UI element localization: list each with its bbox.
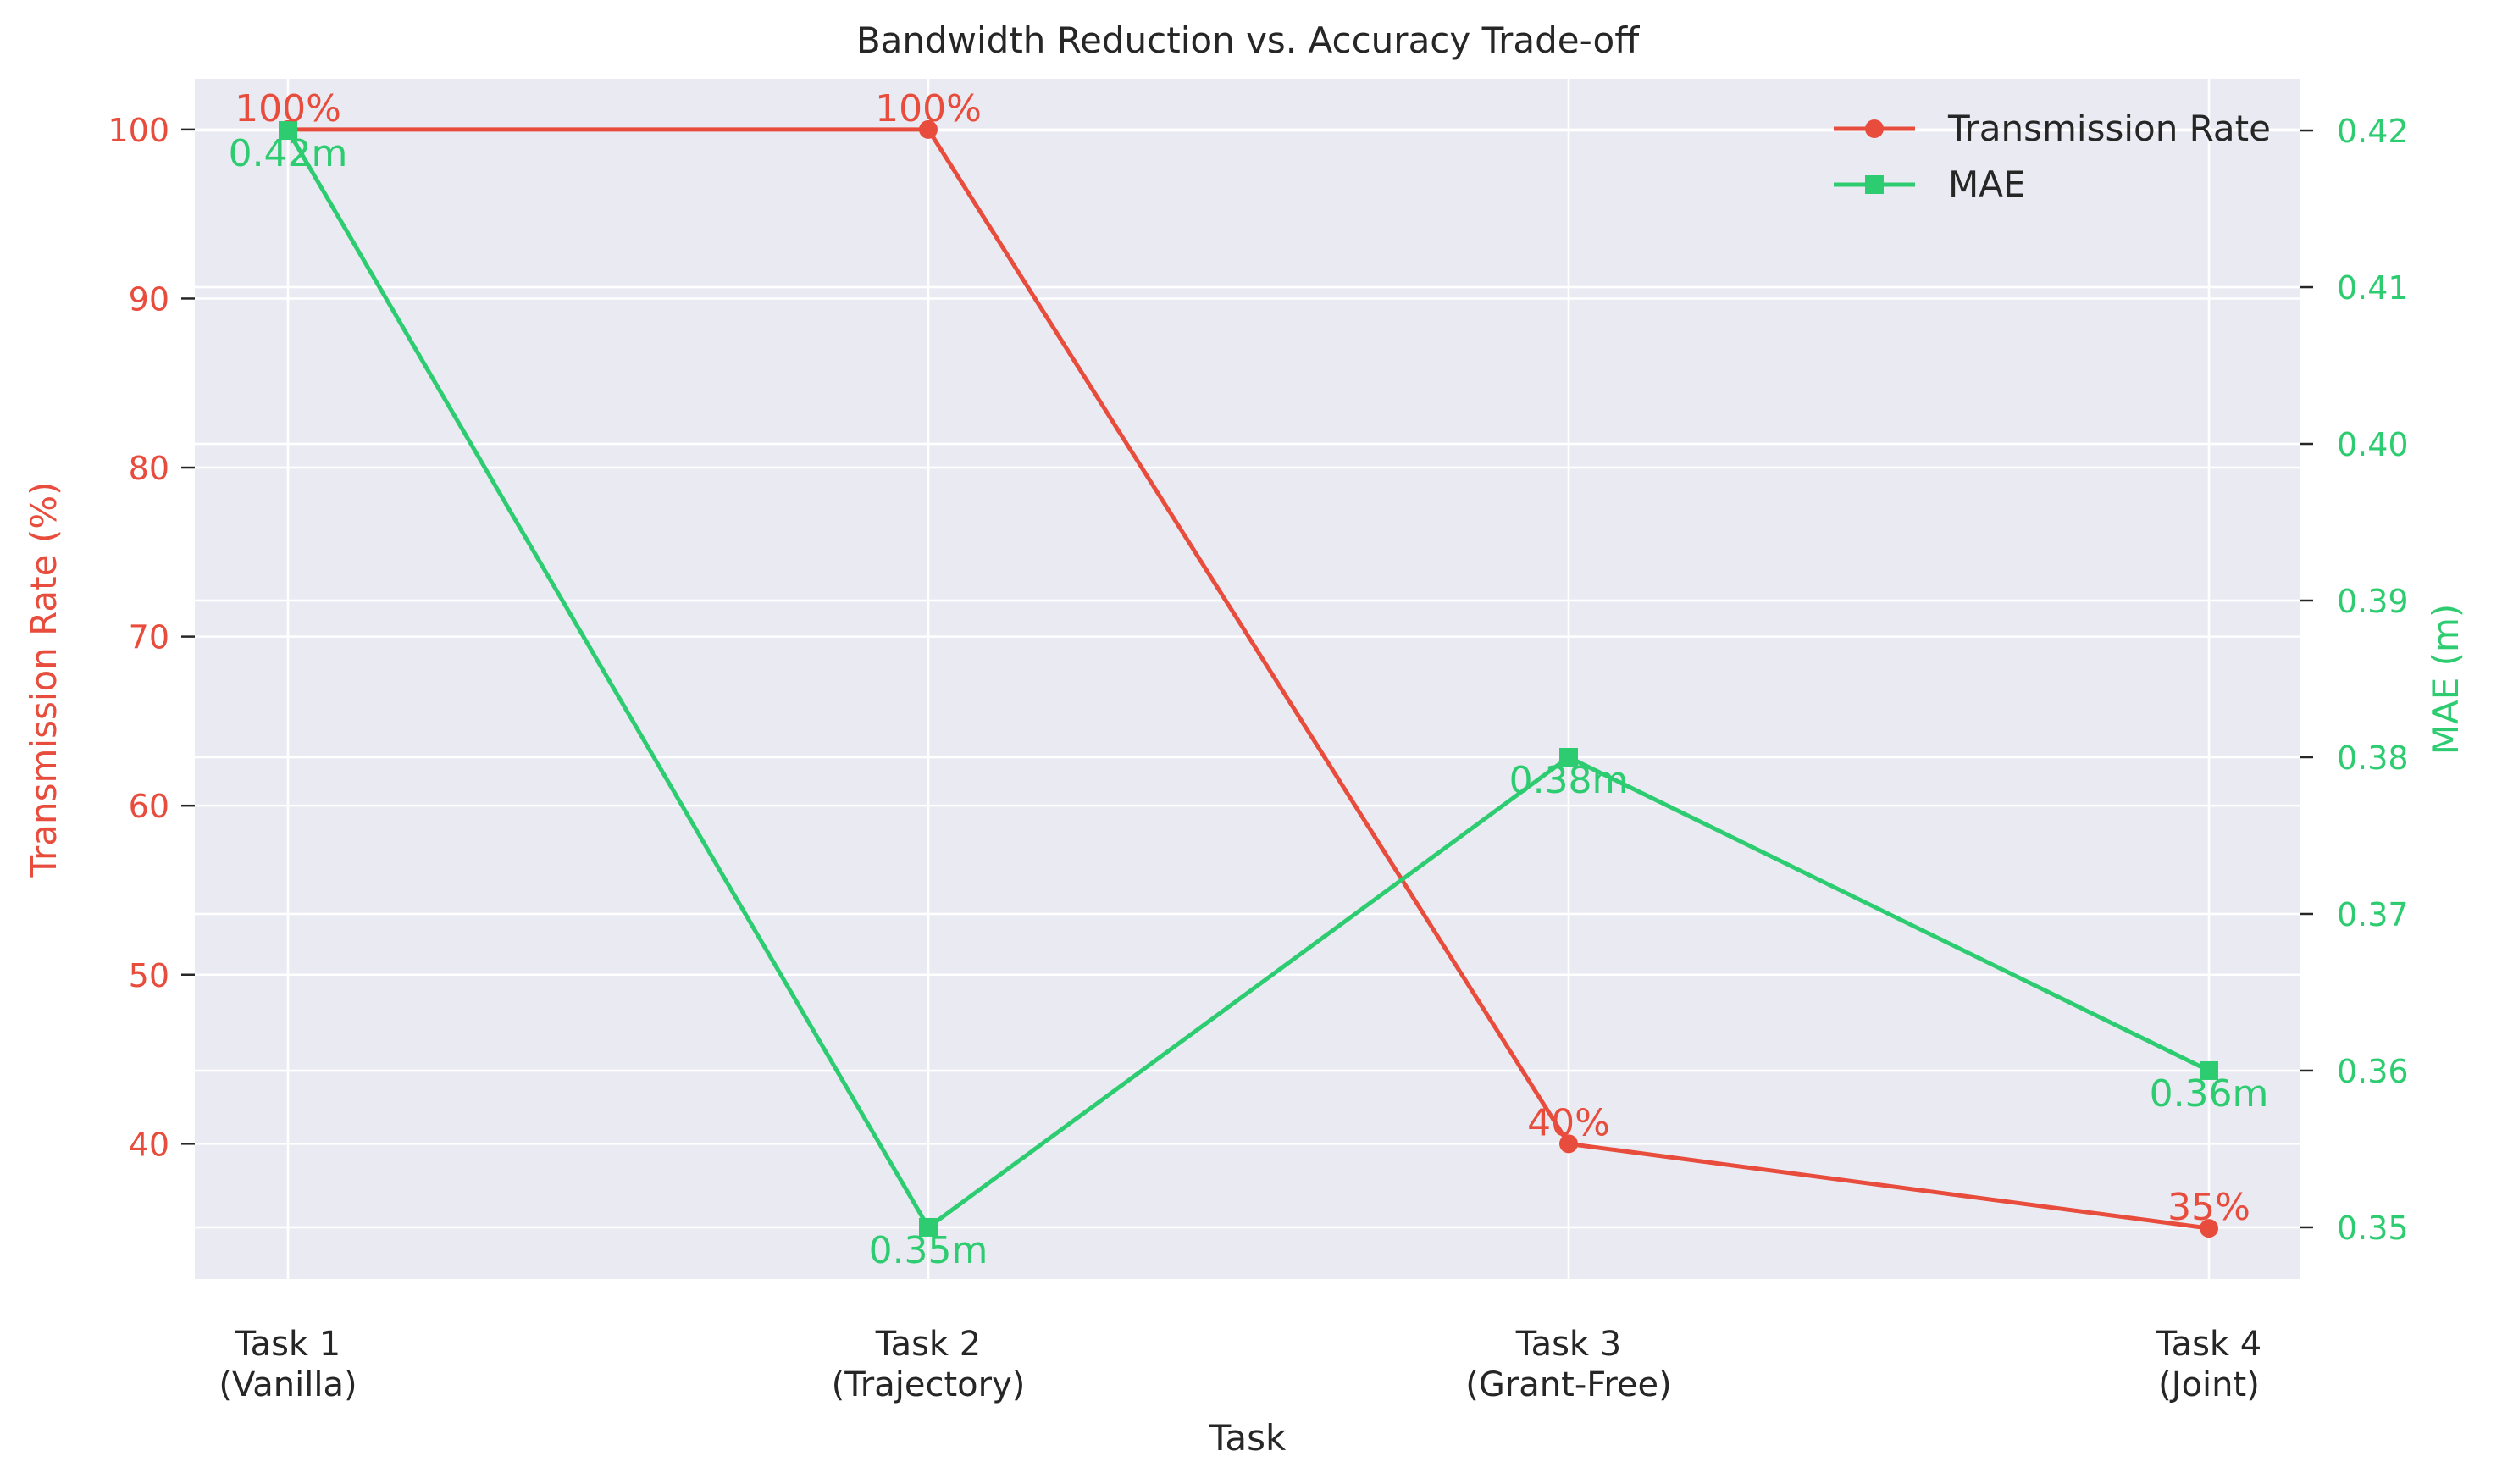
y-left-tick-label: 80: [129, 450, 169, 487]
y-right-tick-label: 0.40: [2337, 426, 2409, 463]
data-label: 100%: [235, 87, 341, 130]
y-right-tick-label: 0.38: [2337, 739, 2409, 777]
y-right-tick-label: 0.41: [2337, 269, 2409, 307]
x-tick-label-line: Task 2: [875, 1325, 982, 1364]
y-axis-right-label: MAE (m): [2425, 604, 2466, 756]
data-point: [1559, 1134, 1578, 1154]
x-tick-label-line: Task 3: [1515, 1325, 1622, 1364]
x-tick-label-line: Task 4: [2156, 1325, 2262, 1364]
series-line: [288, 127, 2210, 1231]
legend-marker: [1865, 119, 1884, 138]
data-point: [279, 121, 297, 141]
y-left-tick-label: 60: [129, 788, 169, 825]
x-tick-label-line: (Joint): [2158, 1365, 2260, 1404]
legend: Transmission Rate MAE: [1834, 108, 2271, 205]
x-tick-label: Task 1 (Vanilla): [219, 1325, 357, 1404]
legend-marker: [1865, 175, 1884, 194]
legend-label: MAE: [1948, 163, 2026, 205]
data-label: 0.35m: [869, 1229, 988, 1272]
y-left-tick-label: 50: [129, 957, 169, 994]
chart-title: Bandwidth Reduction vs. Accuracy Trade-o…: [856, 19, 1640, 61]
y-left-tick-label: 100: [108, 112, 169, 149]
data-label: 0.42m: [229, 132, 348, 175]
x-tick-label-line: (Grant-Free): [1465, 1365, 1672, 1404]
data-label: 35%: [2167, 1186, 2250, 1229]
x-axis-label: Task: [1209, 1417, 1287, 1459]
x-tick-label-line: (Trajectory): [832, 1365, 1026, 1404]
legend-label: Transmission Rate: [1947, 108, 2271, 149]
data-point: [1559, 747, 1578, 767]
y-right-tick-label: 0.39: [2337, 583, 2409, 620]
data-label: 40%: [1527, 1101, 1610, 1144]
y-axis-left-label: Transmission Rate (%): [23, 481, 64, 878]
axes: 40 50 60 70 80 90 100 0.35 0.36 0.37 0.38 0.39 0.40 0…: [108, 112, 2408, 1404]
y-left-tick-label: 90: [129, 280, 169, 318]
x-tick-label: Task 2 (Trajectory): [832, 1325, 1026, 1404]
y-left-tick-label: 40: [129, 1126, 169, 1163]
data-label: 0.36m: [2150, 1072, 2269, 1116]
y-left-tick-label: 70: [129, 619, 169, 656]
x-tick-label-line: Task 1: [235, 1325, 341, 1364]
y-right-tick-label: 0.36: [2337, 1053, 2409, 1090]
plot-area: [195, 79, 2300, 1279]
x-tick-label: Task 3 (Grant-Free): [1465, 1325, 1672, 1404]
data-point: [919, 119, 938, 139]
y-right-tick-label: 0.37: [2337, 896, 2409, 933]
y-right-tick-label: 0.42: [2337, 113, 2409, 150]
data-label: 100%: [875, 87, 982, 130]
data-label: 0.38m: [1509, 759, 1629, 802]
series-line: [285, 129, 2211, 1230]
data-labels: 100% 100% 40% 35% 0.42m 0.35m 0.38m 0.36m: [229, 87, 2269, 1272]
data-point: [2200, 1219, 2218, 1238]
data-point: [2200, 1060, 2218, 1080]
series-layer: [279, 119, 2218, 1238]
x-tick-label-line: (Vanilla): [219, 1365, 357, 1404]
data-point: [919, 1217, 938, 1237]
x-tick-label: Task 4 (Joint): [2156, 1325, 2262, 1404]
y-right-tick-label: 0.35: [2337, 1210, 2409, 1247]
